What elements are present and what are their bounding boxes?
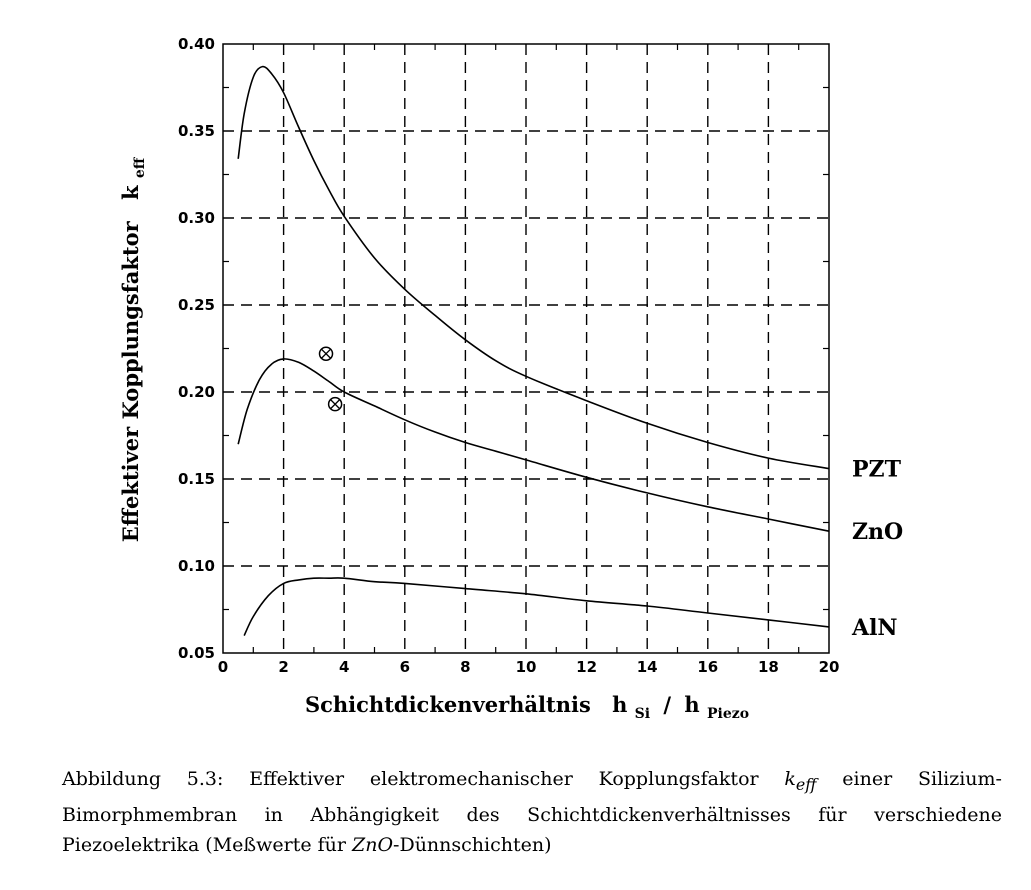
caption-suffix: -Dünnschichten) [393, 833, 552, 856]
y-tick-label: 0.40 [178, 35, 215, 53]
y-tick-label: 0.10 [178, 557, 215, 575]
x-axis-label: Schichtdickenverhältnis [305, 692, 591, 717]
x-axis-separator: / [663, 692, 671, 717]
series-label-aln: AlN [851, 615, 898, 641]
caption-prefix: Abbildung 5.3: Effektiver elektromechani… [62, 768, 759, 790]
axis-ticks: 0 2 4 6 8 10 12 14 16 18 20 0.05 0.10 0.15 0.20 0.25 0.3… [178, 35, 839, 676]
series-line-zno [237, 358, 830, 532]
measurement-marker-1 [318, 346, 334, 361]
x-axis-title: Schichtdickenverhältnis h Si / h Piezo [305, 692, 749, 723]
x-tick-label: 6 [400, 658, 410, 676]
y-axis-label: Effektiver Kopplungsfaktor [118, 220, 143, 542]
x-tick-label: 0 [218, 658, 228, 676]
x-tick-label: 10 [516, 658, 537, 676]
x-axis-symbol: h [612, 692, 627, 717]
x-tick-label: 2 [278, 658, 288, 676]
x-tick-label: 18 [758, 658, 779, 676]
y-tick-label: 0.25 [178, 296, 215, 314]
x-tick-label: 8 [460, 658, 470, 676]
x-axis-subscript-piezo: Piezo [707, 706, 749, 722]
x-tick-label: 4 [339, 658, 349, 676]
y-tick-label: 0.35 [178, 122, 215, 140]
y-axis-symbol: k [118, 185, 143, 200]
y-tick-label: 0.30 [178, 209, 215, 227]
x-tick-label: 14 [637, 658, 658, 676]
y-axis-title: Effektiver Kopplungsfaktor k eff [118, 156, 148, 542]
series-label-zno: ZnO [852, 519, 903, 545]
chart: 0 2 4 6 8 10 12 14 16 18 20 0.05 0.10 0.15 0.20 0.25 0.3… [118, 35, 903, 723]
y-tick-label: 0.05 [178, 644, 215, 662]
caption-middle: einer Silizium-Bimorphmembran in Abhängi… [62, 768, 1002, 856]
series-lines [237, 65, 830, 636]
series-line-aln [243, 577, 830, 636]
x-tick-label: 12 [576, 658, 597, 676]
series-labels: PZT ZnO AlN [851, 457, 903, 641]
series-line-pzt [237, 65, 830, 470]
measurement-markers [318, 346, 343, 412]
caption-symbol: k [784, 768, 796, 790]
x-axis-subscript-si: Si [635, 706, 650, 722]
y-axis-subscript: eff [132, 156, 148, 178]
caption-symbol-subscript: eff [795, 774, 817, 794]
x-axis-symbol-2: h [684, 692, 699, 717]
x-tick-label: 16 [697, 658, 718, 676]
measurement-marker-2 [327, 396, 343, 412]
grid [223, 44, 829, 653]
y-tick-label: 0.20 [178, 383, 215, 401]
figure-caption: Abbildung 5.3: Effektiver elektromechani… [62, 764, 1002, 860]
y-tick-label: 0.15 [178, 470, 215, 488]
x-tick-label: 20 [819, 658, 840, 676]
caption-material: ZnO [352, 833, 394, 856]
series-label-pzt: PZT [852, 457, 902, 483]
